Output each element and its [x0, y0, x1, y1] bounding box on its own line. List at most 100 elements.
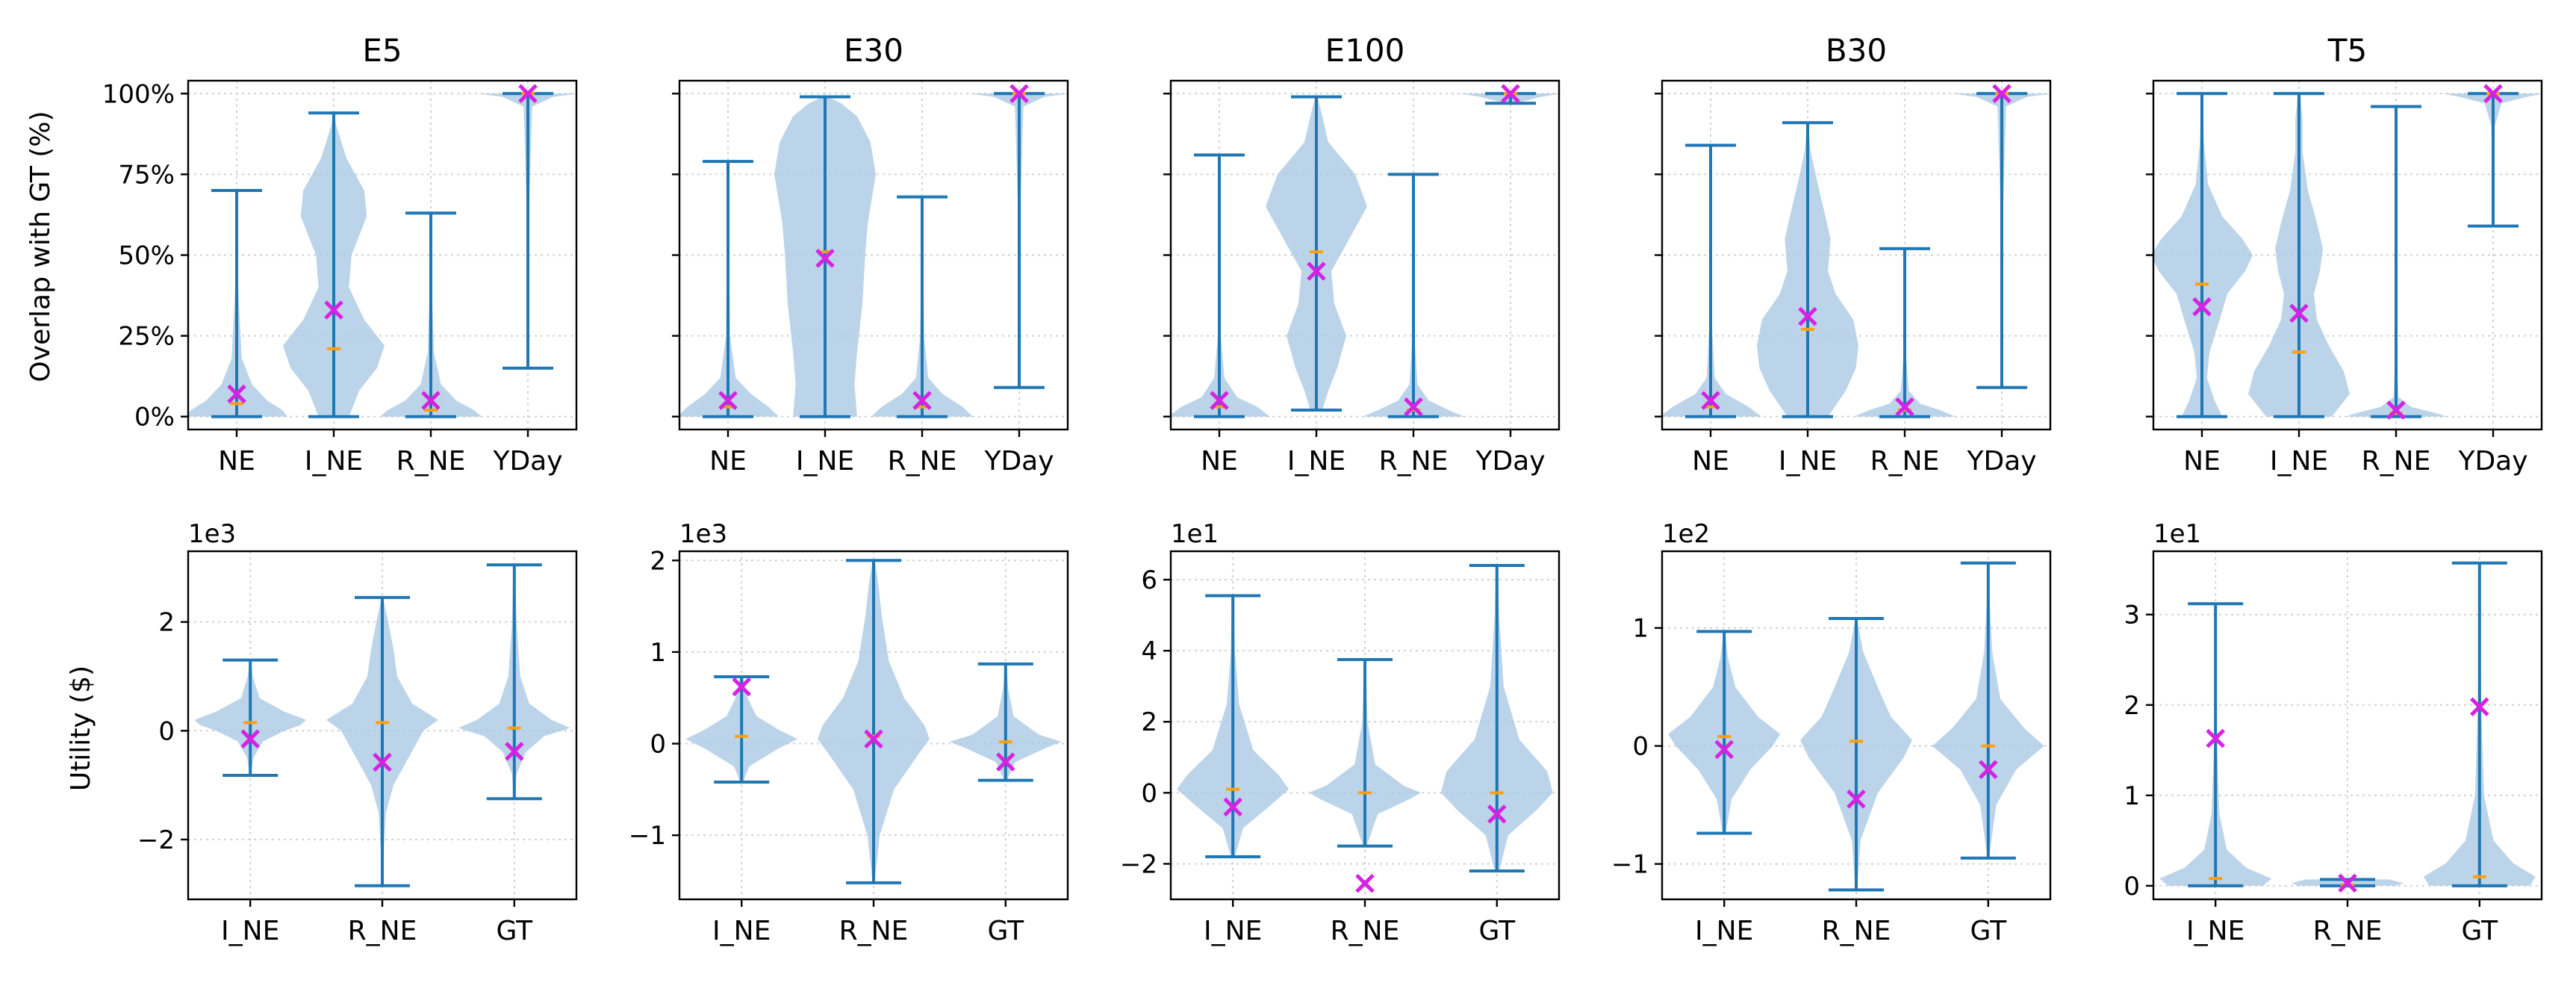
- panels: 0% 25% 50% 75% 100% NE I_NE R_NE YDay E5 NE I_NE R_N…: [102, 32, 2544, 946]
- x-tick-label: GT: [1478, 916, 1516, 946]
- x-tick-label: R_NE: [888, 446, 957, 477]
- mean-marker: [912, 391, 932, 410]
- y-tick-label: 0%: [134, 403, 175, 432]
- mean-marker-stroke: [2338, 873, 2357, 893]
- mean-marker-stroke: [732, 677, 751, 697]
- x-tick-label: I_NE: [2270, 446, 2328, 477]
- panel-4: NE I_NE R_NE YDay B30: [1655, 32, 2053, 477]
- mean-marker-stroke: [912, 391, 932, 410]
- mean-marker: [1487, 804, 1507, 824]
- panel-5: NE I_NE R_NE YDay T5: [2146, 32, 2544, 477]
- x-tick-label: GT: [987, 916, 1024, 946]
- panel-6: −2 0 2 I_NE R_NE GT 1e3: [137, 519, 578, 946]
- x-tick-label: R_NE: [1870, 446, 1940, 477]
- mean-marker-stroke: [2386, 400, 2406, 420]
- axis-exponent-label: 1e1: [1171, 519, 1219, 549]
- mean-marker-stroke: [864, 729, 883, 749]
- x-tick-label: YDay: [1966, 446, 2036, 477]
- mean-marker: [1992, 84, 2012, 104]
- y-tick-label: 2: [158, 608, 175, 638]
- mean-marker: [1355, 873, 1375, 893]
- x-tick-label: GT: [2461, 916, 2498, 946]
- mean-marker-stroke: [2470, 697, 2489, 716]
- mean-marker: [2470, 697, 2489, 716]
- mean-marker-stroke: [1223, 797, 1242, 817]
- x-tick-label: YDay: [983, 446, 1054, 477]
- mean-marker-stroke: [1992, 84, 2012, 104]
- mean-marker-stroke: [1210, 391, 1229, 410]
- x-tick-label: I_NE: [2186, 916, 2244, 946]
- mean-marker-stroke: [2289, 303, 2309, 323]
- panel-title: E30: [844, 32, 903, 69]
- mean-marker: [2338, 873, 2357, 893]
- mean-marker-stroke: [2206, 728, 2225, 748]
- y-tick-label: 2: [650, 546, 666, 576]
- mean-marker-stroke: [1979, 760, 1998, 780]
- mean-marker: [373, 752, 392, 772]
- mean-marker-stroke: [1355, 873, 1375, 893]
- mean-marker-stroke: [2483, 84, 2503, 104]
- y-tick-label: 1: [650, 638, 666, 668]
- mean-marker-stroke: [1487, 804, 1507, 824]
- mean-marker: [2192, 297, 2212, 317]
- mean-marker-stroke: [1895, 397, 1914, 417]
- mean-marker: [1009, 84, 1029, 104]
- x-tick-label: I_NE: [305, 446, 363, 477]
- mean-marker: [1210, 391, 1229, 410]
- mean-marker-stroke: [227, 384, 246, 404]
- mean-marker: [1501, 84, 1520, 104]
- axis-exponent-label: 1e3: [188, 519, 236, 549]
- mean-marker-stroke: [421, 391, 441, 410]
- mean-marker: [2206, 728, 2225, 748]
- x-tick-label: NE: [1692, 446, 1729, 477]
- y-tick-label: 2: [2124, 691, 2140, 721]
- panel-title: E5: [362, 32, 402, 69]
- mean-marker: [505, 742, 524, 761]
- panel-7: −1 0 1 2 I_NE R_NE GT 1e3: [629, 519, 1069, 946]
- axis-exponent-label: 1e2: [1662, 519, 1710, 549]
- y-tick-label: −1: [1611, 850, 1649, 880]
- x-tick-label: R_NE: [2362, 446, 2431, 477]
- mean-marker-stroke: [1404, 397, 1423, 417]
- y-tick-label: 75%: [118, 160, 175, 190]
- y-tick-label: −1: [629, 821, 666, 851]
- mean-marker: [1847, 789, 1866, 809]
- y-tick-label: 0: [158, 716, 175, 746]
- mean-marker-stroke: [505, 742, 524, 761]
- y-tick-label: −2: [137, 825, 175, 855]
- bottom-row-ylabel: Utility ($): [66, 666, 96, 791]
- top-row-ylabel: Overlap with GT (%): [25, 111, 56, 382]
- mean-marker: [1404, 397, 1423, 417]
- x-tick-label: I_NE: [221, 916, 279, 946]
- mean-marker: [1307, 261, 1326, 281]
- y-tick-label: 6: [1141, 565, 1157, 595]
- mean-marker-stroke: [815, 249, 835, 268]
- mean-marker: [518, 84, 538, 104]
- x-tick-label: R_NE: [1822, 916, 1891, 946]
- mean-marker: [1714, 740, 1734, 760]
- y-tick-label: 50%: [118, 241, 175, 271]
- x-tick-label: I_NE: [796, 446, 854, 477]
- y-tick-label: 25%: [118, 322, 175, 352]
- panel-title: E100: [1325, 32, 1405, 69]
- y-tick-label: 1: [2124, 781, 2140, 811]
- y-tick-label: 0: [1632, 732, 1649, 762]
- mean-marker: [1895, 397, 1914, 417]
- x-tick-label: NE: [1201, 446, 1238, 477]
- axis-exponent-label: 1e1: [2153, 519, 2201, 549]
- y-tick-label: 3: [2124, 601, 2140, 630]
- mean-marker: [996, 752, 1015, 772]
- mean-marker-stroke: [1009, 84, 1029, 104]
- y-tick-label: 0: [2124, 872, 2140, 902]
- x-tick-label: R_NE: [1379, 446, 1449, 477]
- x-tick-label: R_NE: [348, 916, 417, 946]
- mean-marker: [2483, 84, 2503, 104]
- x-tick-label: GT: [496, 916, 533, 946]
- mean-marker-stroke: [324, 300, 343, 320]
- panel-title: B30: [1826, 32, 1887, 69]
- x-tick-label: R_NE: [396, 446, 466, 477]
- mean-marker: [1979, 760, 1998, 780]
- panel-2: NE I_NE R_NE YDay E30: [672, 32, 1070, 477]
- x-tick-label: I_NE: [1779, 446, 1837, 477]
- x-tick-label: GT: [1970, 916, 2007, 946]
